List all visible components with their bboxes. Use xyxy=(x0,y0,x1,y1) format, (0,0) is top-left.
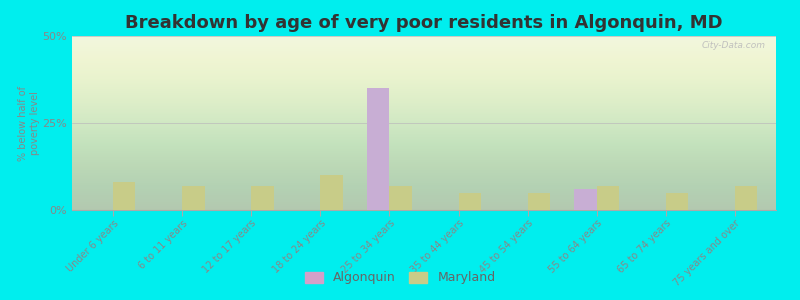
Bar xyxy=(666,193,688,210)
Title: Breakdown by age of very poor residents in Algonquin, MD: Breakdown by age of very poor residents … xyxy=(125,14,723,32)
Bar xyxy=(390,186,411,210)
Bar xyxy=(458,193,481,210)
Y-axis label: % below half of
poverty level: % below half of poverty level xyxy=(18,85,40,160)
Legend: Algonquin, Maryland: Algonquin, Maryland xyxy=(298,265,502,291)
Bar xyxy=(182,186,205,210)
Bar xyxy=(251,186,274,210)
Bar xyxy=(114,182,135,210)
Bar xyxy=(321,175,342,210)
Bar xyxy=(734,186,757,210)
Bar xyxy=(597,186,618,210)
Text: City-Data.com: City-Data.com xyxy=(702,41,766,50)
Bar xyxy=(527,193,550,210)
Bar xyxy=(574,189,597,210)
Bar xyxy=(367,88,390,210)
